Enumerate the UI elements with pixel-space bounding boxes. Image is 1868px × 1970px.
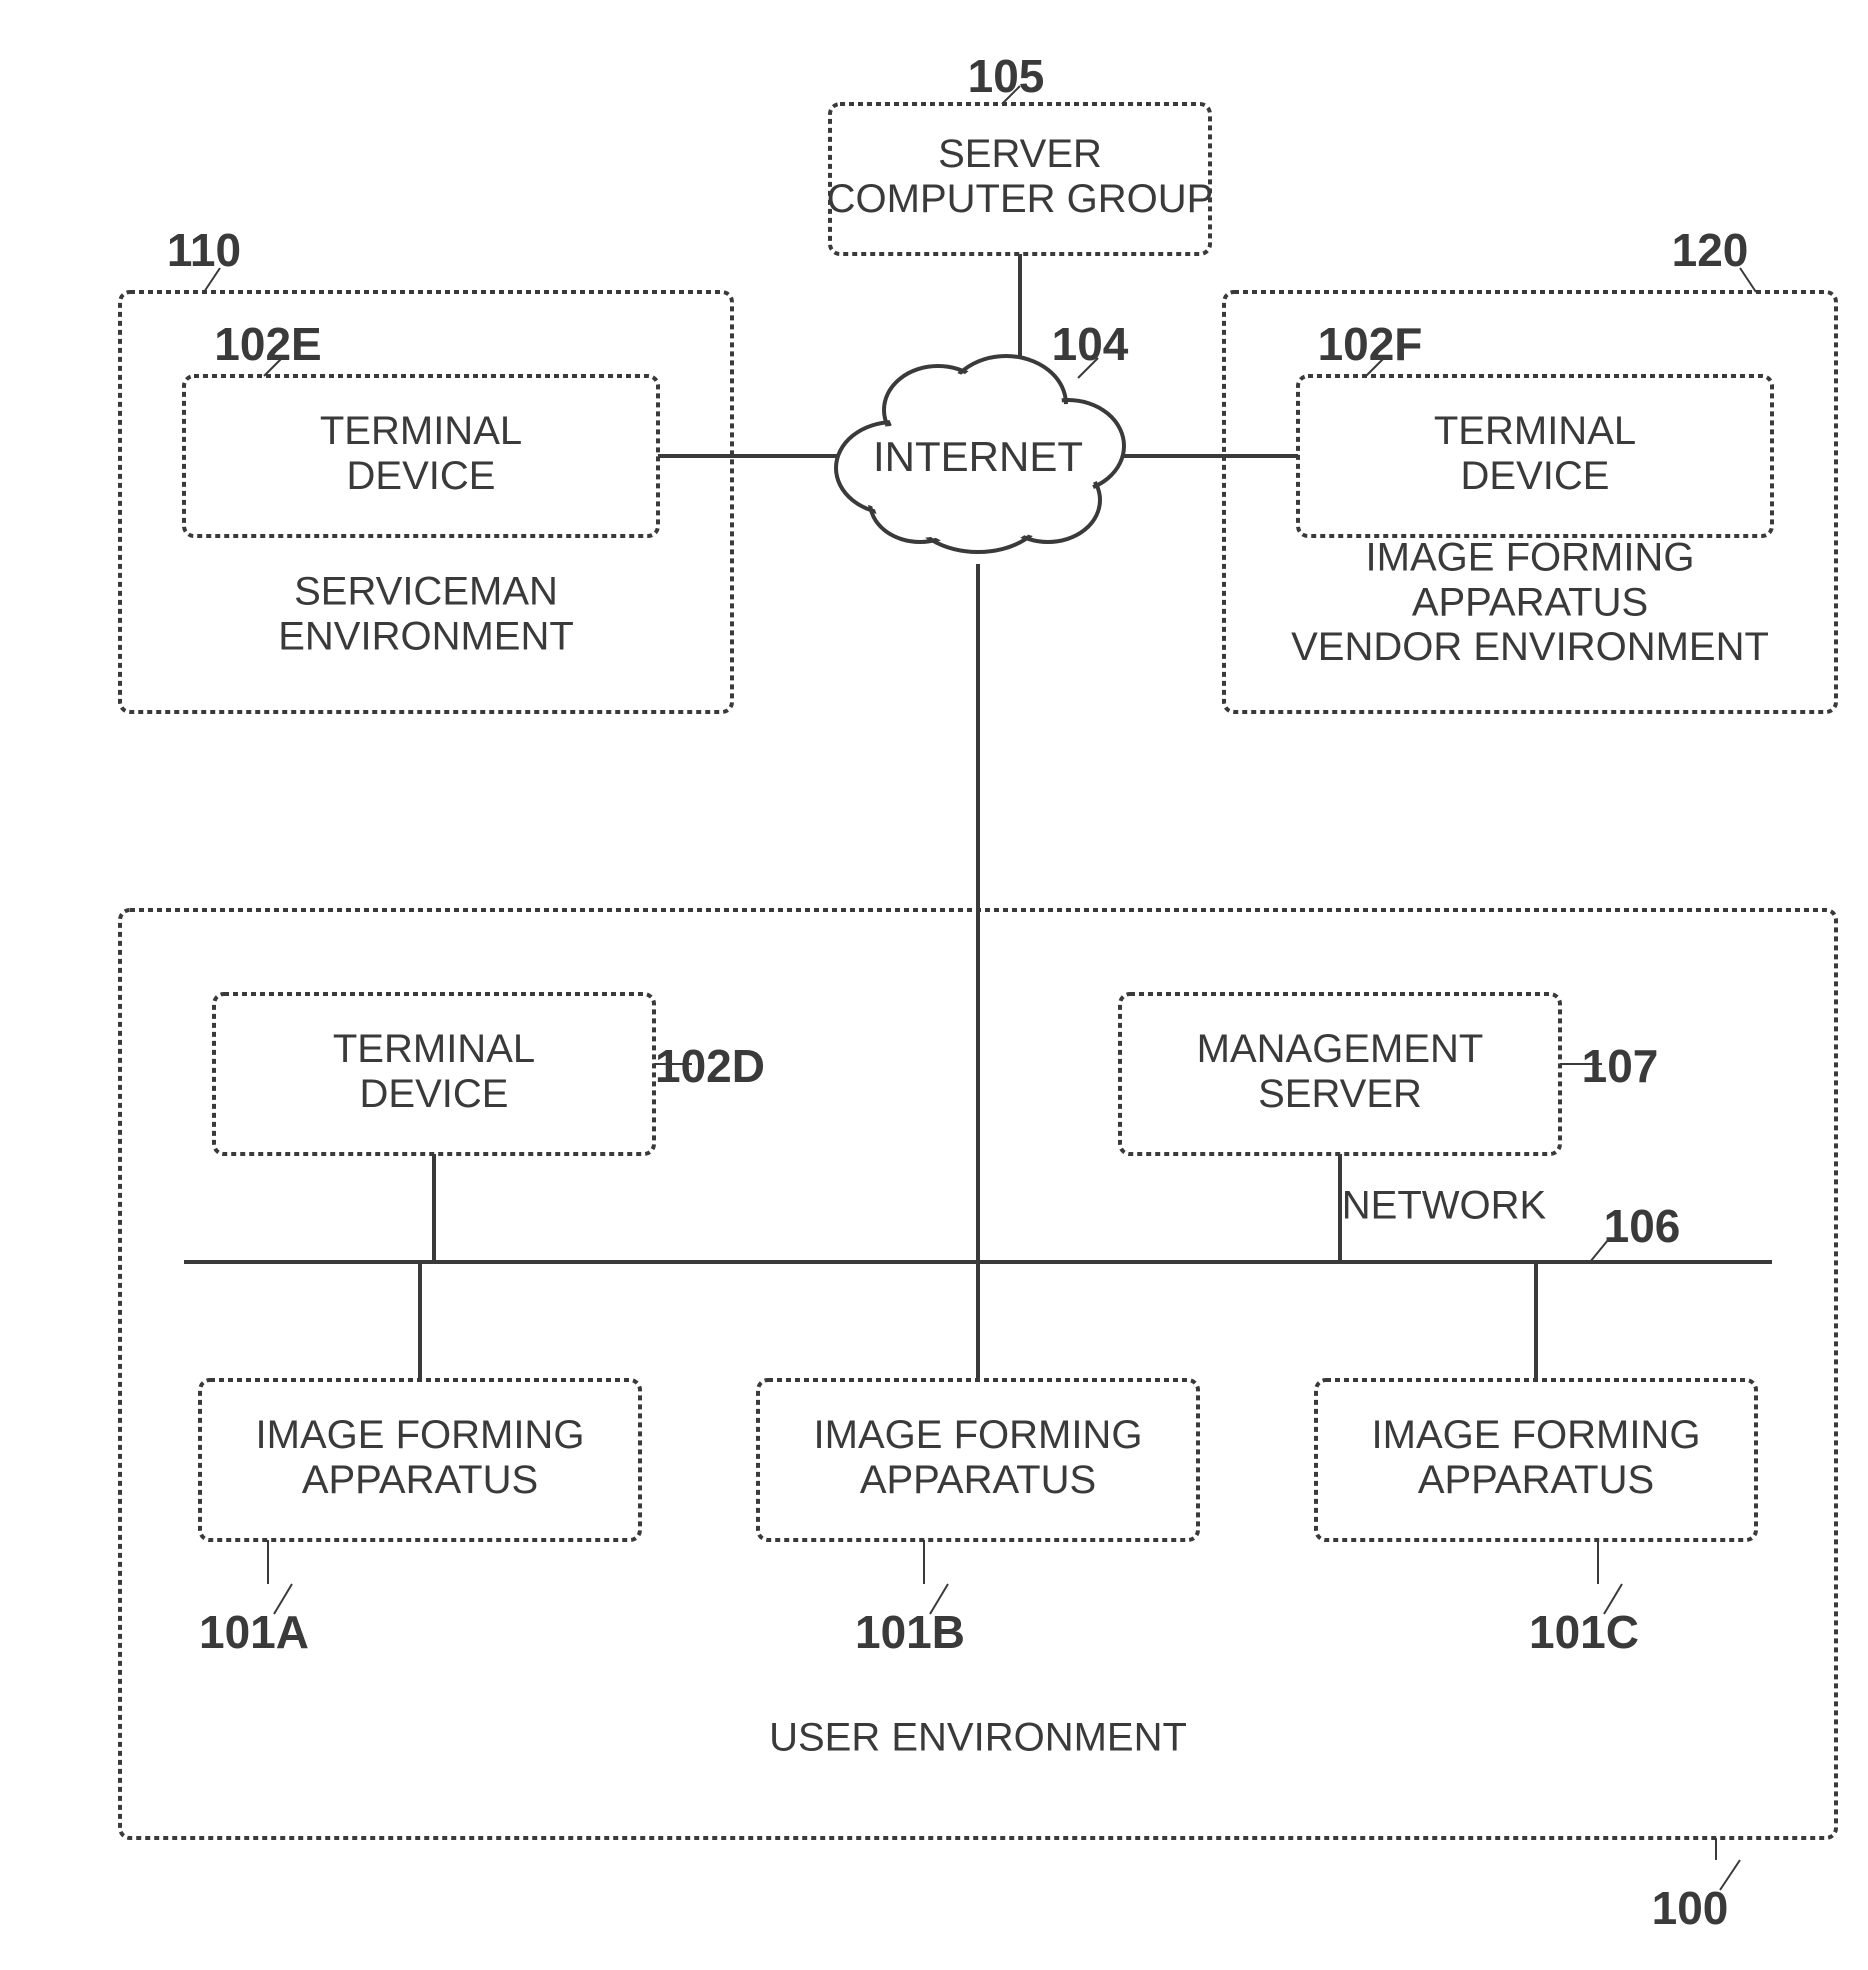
box-ifa_101B-line1: APPARATUS	[860, 1458, 1096, 1502]
ref-r101A: 101A	[199, 1606, 309, 1658]
ref-r120: 120	[1672, 224, 1749, 276]
canvas-bg	[0, 0, 1868, 1970]
box-td_102E-line1: DEVICE	[347, 454, 496, 498]
box-server_group-line1: COMPUTER GROUP	[827, 177, 1214, 221]
label-vendor-line1: APPARATUS	[1412, 580, 1648, 624]
box-mgmt_107-line1: SERVER	[1258, 1072, 1422, 1116]
internet-label: INTERNET	[873, 433, 1083, 480]
box-td_102E-line0: TERMINAL	[320, 409, 522, 453]
label-user_env_lbl-line0: USER ENVIRONMENT	[769, 1716, 1187, 1760]
box-ifa_101A-line1: APPARATUS	[302, 1458, 538, 1502]
box-ifa_101B-line0: IMAGE FORMING	[814, 1413, 1143, 1457]
ref-r101C: 101C	[1529, 1606, 1639, 1658]
ref-r102D: 102D	[655, 1040, 765, 1092]
ref-r105: 105	[968, 50, 1045, 102]
box-ifa_101C-line0: IMAGE FORMING	[1372, 1413, 1701, 1457]
label-vendor-line2: VENDOR ENVIRONMENT	[1291, 625, 1769, 669]
ref-r106: 106	[1604, 1200, 1681, 1252]
ref-r100: 100	[1652, 1882, 1729, 1934]
box-ifa_101A-line0: IMAGE FORMING	[256, 1413, 585, 1457]
box-td_102D-line0: TERMINAL	[333, 1027, 535, 1071]
ref-r104: 104	[1052, 318, 1129, 370]
label-serviceman-line0: SERVICEMAN	[294, 570, 558, 614]
label-vendor-line0: IMAGE FORMING	[1366, 536, 1695, 580]
box-server_group-line0: SERVER	[938, 132, 1102, 176]
box-mgmt_107-line0: MANAGEMENT	[1197, 1027, 1484, 1071]
label-serviceman-line1: ENVIRONMENT	[278, 614, 574, 658]
ref-r107: 107	[1582, 1040, 1659, 1092]
box-td_102D-line1: DEVICE	[360, 1072, 509, 1116]
box-td_102F-line1: DEVICE	[1461, 454, 1610, 498]
ref-r101B: 101B	[855, 1606, 965, 1658]
ref-r102F: 102F	[1318, 318, 1423, 370]
ref-r110: 110	[167, 224, 241, 276]
label-network-line0: NETWORK	[1342, 1184, 1547, 1228]
ref-r102E: 102E	[214, 318, 321, 370]
box-ifa_101C-line1: APPARATUS	[1418, 1458, 1654, 1502]
box-td_102F-line0: TERMINAL	[1434, 409, 1636, 453]
